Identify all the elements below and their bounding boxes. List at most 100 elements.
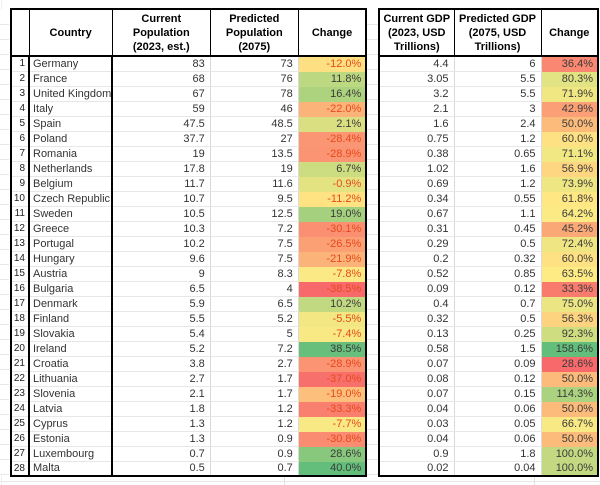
population-current-cell[interactable]: 5.2	[112, 341, 211, 357]
population-predicted-cell[interactable]: 5.2	[210, 311, 299, 327]
country-cell[interactable]: Slovakia	[29, 326, 114, 342]
gdp-change-cell[interactable]: 100.0%	[541, 461, 598, 477]
gdp-change-cell[interactable]: 60.0%	[541, 251, 598, 267]
population-predicted-cell[interactable]: 73	[210, 56, 299, 72]
gdp-predicted-cell[interactable]: 0.12	[454, 281, 542, 297]
gdp-predicted-cell[interactable]: 5.5	[454, 71, 542, 87]
country-cell[interactable]: Finland	[29, 311, 114, 327]
gdp-change-cell[interactable]: 50.0%	[541, 116, 598, 132]
population-predicted-cell[interactable]: 27	[210, 131, 299, 147]
population-change-cell[interactable]: -22.0%	[298, 101, 367, 117]
gdp-change-cell[interactable]: 64.2%	[541, 206, 598, 222]
population-change-cell[interactable]: 19.0%	[298, 206, 367, 222]
row-number-cell[interactable]: 4	[11, 101, 30, 117]
row-number-cell[interactable]: 22	[11, 371, 30, 387]
population-predicted-cell[interactable]: 76	[210, 71, 299, 87]
gdp-predicted-cell[interactable]: 5.5	[454, 86, 542, 102]
population-change-cell[interactable]: -7.7%	[298, 416, 367, 432]
gdp-change-cell[interactable]: 50.0%	[541, 401, 598, 417]
row-number-cell[interactable]: 1	[11, 56, 30, 72]
population-change-cell[interactable]: -11.2%	[298, 191, 367, 207]
gdp-current-cell[interactable]: 0.38	[379, 146, 455, 162]
population-predicted-cell[interactable]: 13.5	[210, 146, 299, 162]
row-number-cell[interactable]: 13	[11, 236, 30, 252]
gdp-current-cell[interactable]: 1.6	[379, 116, 455, 132]
population-predicted-cell[interactable]: 1.7	[210, 371, 299, 387]
col-header-gdp-change[interactable]: Change	[540, 8, 599, 57]
country-cell[interactable]: Hungary	[29, 251, 114, 267]
gdp-current-cell[interactable]: 0.75	[379, 131, 455, 147]
population-change-cell[interactable]: -19.0%	[298, 386, 367, 402]
population-change-cell[interactable]: -33.3%	[298, 401, 367, 417]
country-cell[interactable]: Czech Republic	[29, 191, 114, 207]
population-current-cell[interactable]: 68	[112, 71, 211, 87]
population-predicted-cell[interactable]: 1.2	[210, 401, 299, 417]
gdp-current-cell[interactable]: 0.9	[379, 446, 455, 462]
country-cell[interactable]: Malta	[29, 461, 114, 477]
population-predicted-cell[interactable]: 7.5	[210, 236, 299, 252]
population-predicted-cell[interactable]: 46	[210, 101, 299, 117]
population-current-cell[interactable]: 83	[112, 56, 211, 72]
gdp-current-cell[interactable]: 0.34	[379, 191, 455, 207]
gdp-current-cell[interactable]: 0.29	[379, 236, 455, 252]
row-number-cell[interactable]: 8	[11, 161, 30, 177]
gdp-change-cell[interactable]: 72.4%	[541, 236, 598, 252]
gdp-change-cell[interactable]: 56.3%	[541, 311, 598, 327]
col-header-gdp-current[interactable]: Current GDP (2023, USD Trillions)	[378, 8, 455, 57]
country-cell[interactable]: Greece	[29, 221, 114, 237]
population-change-cell[interactable]: -28.9%	[298, 356, 367, 372]
population-current-cell[interactable]: 37.7	[112, 131, 211, 147]
row-number-cell[interactable]: 12	[11, 221, 30, 237]
population-predicted-cell[interactable]: 7.5	[210, 251, 299, 267]
population-current-cell[interactable]: 3.8	[112, 356, 211, 372]
gdp-predicted-cell[interactable]: 1.8	[454, 446, 542, 462]
country-cell[interactable]: Germany	[29, 56, 114, 72]
population-predicted-cell[interactable]: 6.5	[210, 296, 299, 312]
row-number-cell[interactable]: 24	[11, 401, 30, 417]
gdp-predicted-cell[interactable]: 2.4	[454, 116, 542, 132]
gdp-change-cell[interactable]: 28.6%	[541, 356, 598, 372]
population-predicted-cell[interactable]: 9.5	[210, 191, 299, 207]
population-current-cell[interactable]: 0.5	[112, 461, 211, 477]
gdp-predicted-cell[interactable]: 0.32	[454, 251, 542, 267]
country-cell[interactable]: Cyprus	[29, 416, 114, 432]
col-header-population-current[interactable]: Current Population (2023, est.)	[111, 8, 211, 57]
gdp-predicted-cell[interactable]: 0.09	[454, 356, 542, 372]
gdp-current-cell[interactable]: 0.09	[379, 281, 455, 297]
col-header-gdp-predicted[interactable]: Predicted GDP (2075, USD Trillions)	[453, 8, 542, 57]
country-cell[interactable]: Denmark	[29, 296, 114, 312]
population-change-cell[interactable]: -30.1%	[298, 221, 367, 237]
population-change-cell[interactable]: 2.1%	[298, 116, 367, 132]
row-number-cell[interactable]: 5	[11, 116, 30, 132]
population-predicted-cell[interactable]: 48.5	[210, 116, 299, 132]
gdp-predicted-cell[interactable]: 0.85	[454, 266, 542, 282]
population-current-cell[interactable]: 5.9	[112, 296, 211, 312]
gdp-change-cell[interactable]: 50.0%	[541, 431, 598, 447]
row-number-cell[interactable]: 18	[11, 311, 30, 327]
country-cell[interactable]: Ireland	[29, 341, 114, 357]
population-current-cell[interactable]: 2.7	[112, 371, 211, 387]
population-change-cell[interactable]: 10.2%	[298, 296, 367, 312]
population-current-cell[interactable]: 9.6	[112, 251, 211, 267]
gdp-predicted-cell[interactable]: 0.12	[454, 371, 542, 387]
population-change-cell[interactable]: -0.9%	[298, 176, 367, 192]
population-change-cell[interactable]: -7.8%	[298, 266, 367, 282]
country-cell[interactable]: Sweden	[29, 206, 114, 222]
population-predicted-cell[interactable]: 0.9	[210, 431, 299, 447]
gdp-current-cell[interactable]: 0.52	[379, 266, 455, 282]
gdp-current-cell[interactable]: 0.07	[379, 386, 455, 402]
population-predicted-cell[interactable]: 7.2	[210, 221, 299, 237]
row-number-cell[interactable]: 14	[11, 251, 30, 267]
row-number-cell[interactable]: 19	[11, 326, 30, 342]
country-cell[interactable]: Romania	[29, 146, 114, 162]
gdp-current-cell[interactable]: 0.31	[379, 221, 455, 237]
population-current-cell[interactable]: 5.5	[112, 311, 211, 327]
population-predicted-cell[interactable]: 0.7	[210, 461, 299, 477]
country-cell[interactable]: Spain	[29, 116, 114, 132]
population-predicted-cell[interactable]: 19	[210, 161, 299, 177]
gdp-change-cell[interactable]: 63.5%	[541, 266, 598, 282]
row-number-cell[interactable]: 27	[11, 446, 30, 462]
country-cell[interactable]: Croatia	[29, 356, 114, 372]
gdp-predicted-cell[interactable]: 0.05	[454, 416, 542, 432]
gdp-predicted-cell[interactable]: 6	[454, 56, 542, 72]
